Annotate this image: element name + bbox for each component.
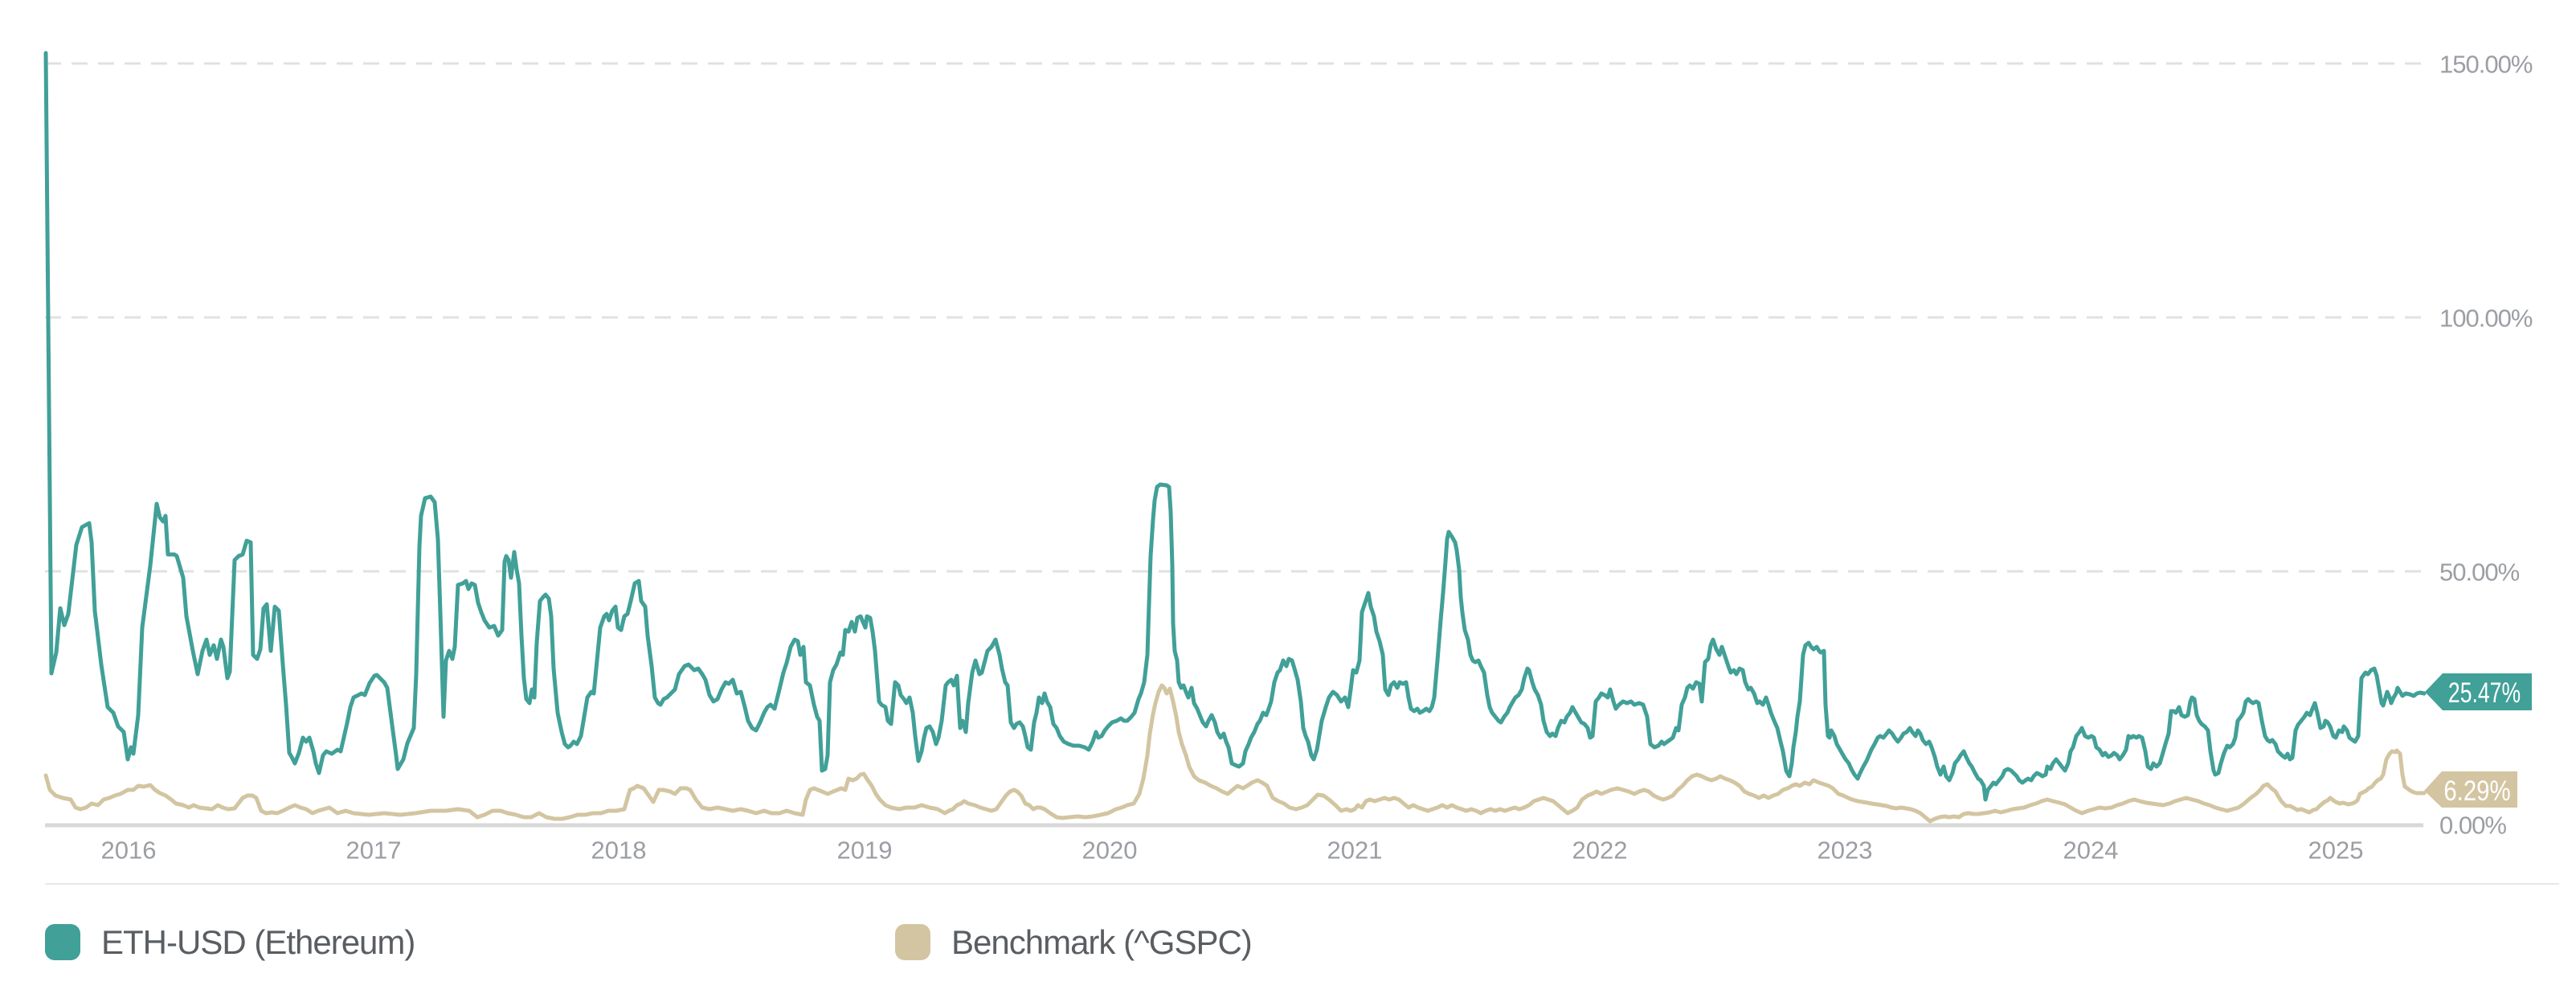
svg-text:2022: 2022 <box>1572 836 1628 865</box>
svg-text:2016: 2016 <box>101 836 157 865</box>
svg-text:0.00%: 0.00% <box>2439 812 2506 840</box>
svg-text:25.47%: 25.47% <box>2448 677 2521 708</box>
svg-text:150.00%: 150.00% <box>2439 51 2533 79</box>
svg-text:2019: 2019 <box>837 836 893 865</box>
svg-text:100.00%: 100.00% <box>2439 305 2533 333</box>
svg-text:2025: 2025 <box>2308 836 2364 865</box>
svg-text:2021: 2021 <box>1327 836 1383 865</box>
svg-text:2017: 2017 <box>346 836 402 865</box>
svg-text:50.00%: 50.00% <box>2439 558 2520 587</box>
svg-text:Benchmark (^GSPC): Benchmark (^GSPC) <box>951 923 1252 961</box>
svg-text:2018: 2018 <box>591 836 647 865</box>
svg-text:2023: 2023 <box>1818 836 1873 865</box>
svg-text:2024: 2024 <box>2063 836 2119 865</box>
svg-text:2020: 2020 <box>1082 836 1138 865</box>
svg-text:6.29%: 6.29% <box>2443 775 2510 807</box>
svg-text:ETH-USD (Ethereum): ETH-USD (Ethereum) <box>101 923 415 961</box>
